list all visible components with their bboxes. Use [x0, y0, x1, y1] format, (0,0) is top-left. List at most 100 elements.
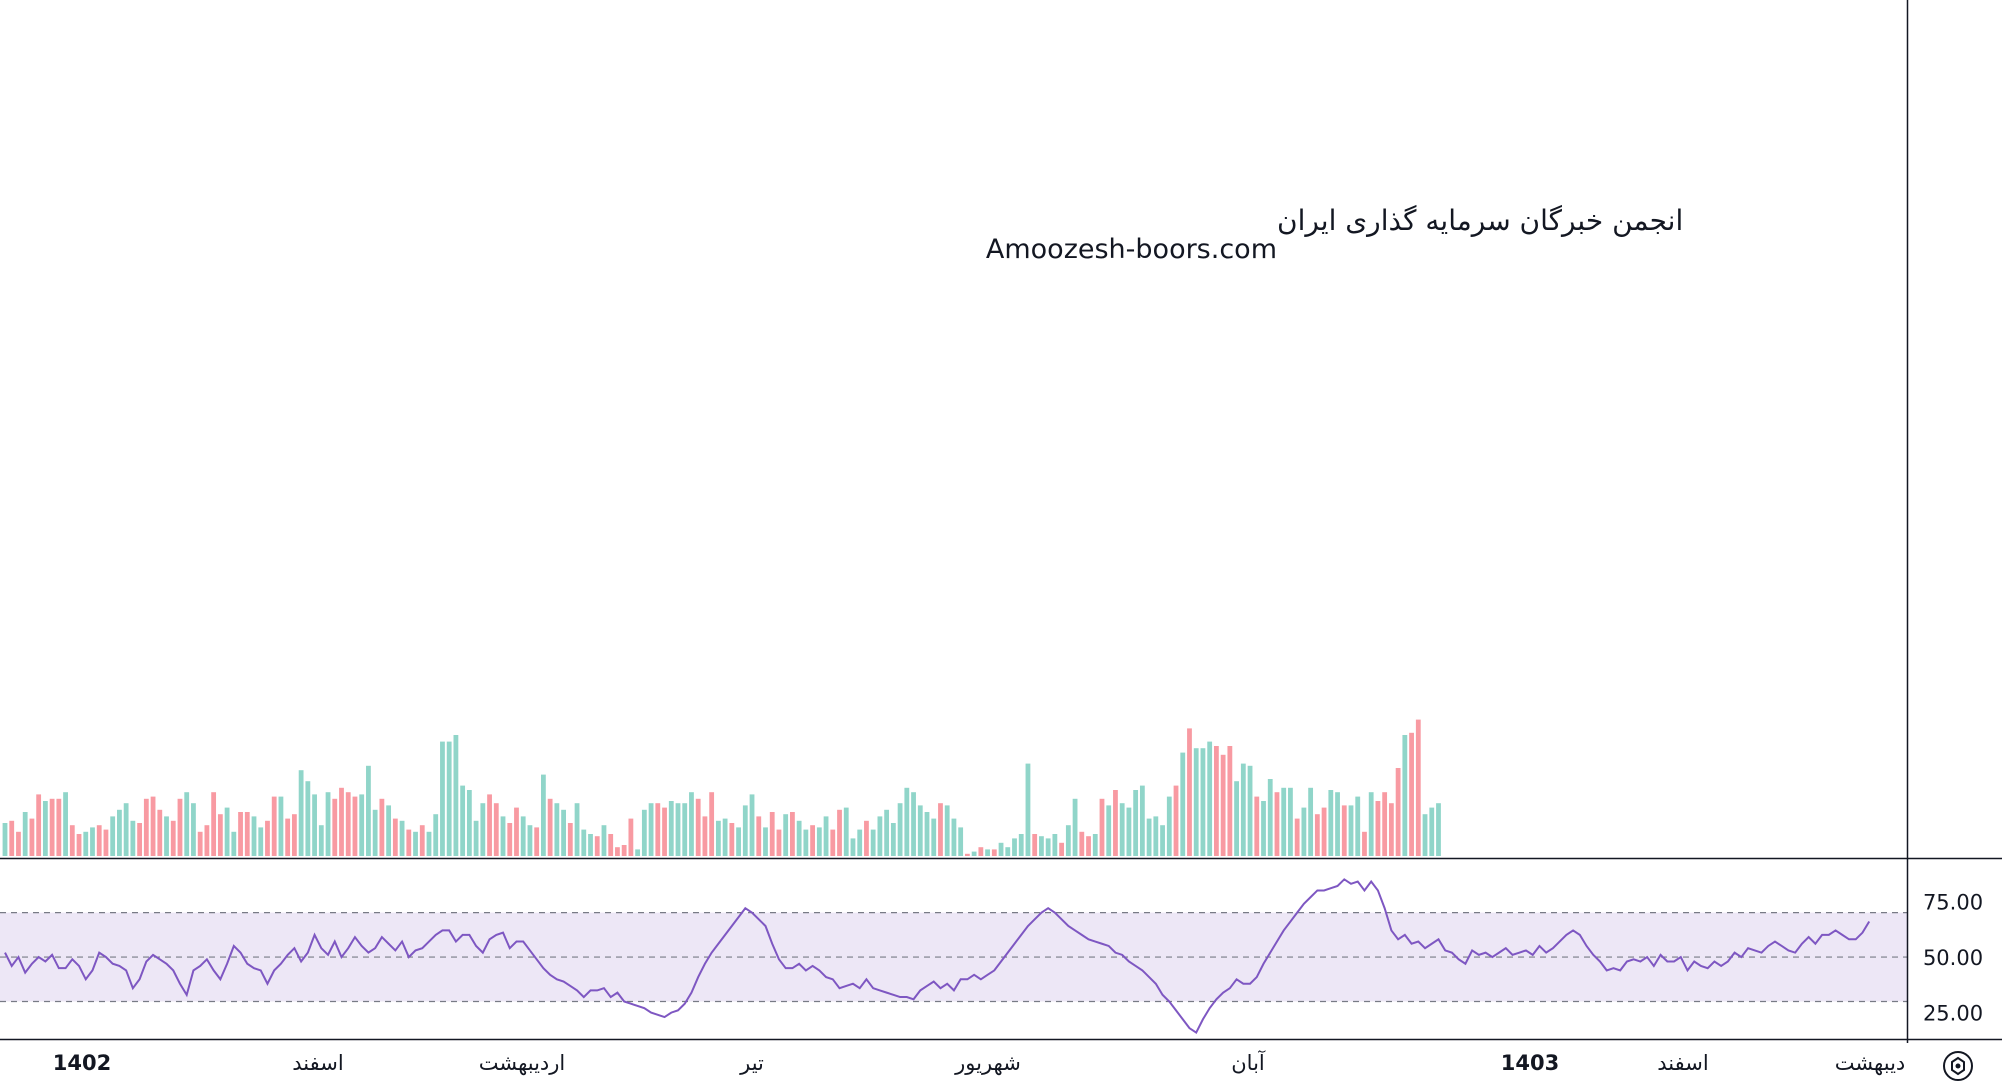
time-axis-label: دیبهشت: [1835, 1051, 1906, 1075]
volume-bar: [278, 796, 284, 856]
watermark-line-1: انجمن خبرگان سرمایه گذاری ایران: [1277, 204, 1683, 237]
volume-bar: [1281, 787, 1287, 856]
volume-bar: [325, 792, 331, 856]
volume-bar: [56, 798, 62, 856]
volume-bar: [1214, 746, 1219, 856]
volume-bar: [1436, 803, 1441, 856]
volume-bar: [803, 829, 809, 856]
volume-bar: [1072, 798, 1078, 856]
volume-bar: [911, 792, 916, 856]
volume-bar: [1254, 796, 1260, 856]
volume-bar: [1065, 825, 1071, 856]
volume-bar: [2, 823, 8, 856]
volume-bar: [1079, 831, 1085, 856]
volume-bar: [594, 836, 600, 856]
volume-bar: [507, 823, 513, 856]
volume-bar: [1362, 831, 1367, 856]
volume-bar: [1341, 805, 1347, 856]
volume-bar: [823, 816, 829, 856]
volume-bar: [224, 807, 230, 856]
volume-bar: [904, 787, 910, 856]
volume-bar: [298, 770, 304, 856]
volume-bar: [413, 831, 418, 856]
volume-bar: [466, 790, 472, 856]
volume-bar: [352, 796, 358, 856]
volume-bar: [204, 825, 210, 856]
volume-bar: [1261, 801, 1266, 856]
volume-bar: [177, 798, 183, 856]
volume-bar: [130, 820, 136, 856]
volume-bar: [897, 803, 903, 856]
volume-bar: [1005, 847, 1011, 856]
volume-bar: [884, 809, 890, 856]
volume-bar: [265, 820, 270, 856]
volume-bar: [69, 825, 75, 856]
volume-bar: [608, 834, 614, 856]
volume-bar: [1227, 746, 1233, 856]
volume-bar: [231, 831, 237, 856]
volume-bar: [103, 829, 109, 856]
volume-bar: [588, 834, 593, 856]
volume-bar: [29, 818, 35, 856]
volume-bar: [527, 825, 533, 856]
volume-bar: [332, 798, 338, 856]
volume-bar: [90, 827, 95, 856]
volume-bar: [197, 831, 203, 856]
volume-bar: [951, 818, 957, 856]
volume-bar: [453, 735, 459, 856]
time-axis-label: آبان: [1231, 1050, 1266, 1075]
volume-bar: [1240, 763, 1246, 856]
volume-bar: [238, 812, 243, 856]
volume-bar: [16, 831, 21, 856]
volume-bar: [339, 787, 344, 856]
volume-bar: [756, 816, 762, 856]
volume-bar: [1375, 801, 1381, 856]
volume-bar: [991, 849, 997, 856]
volume-bar: [635, 849, 641, 856]
volume-bar: [480, 803, 486, 856]
volume-bar: [386, 805, 392, 856]
volume-bar: [1166, 796, 1172, 856]
volume-bar: [682, 803, 688, 856]
volume-bar: [1355, 796, 1361, 856]
volume-bar: [366, 765, 371, 856]
volume-bar: [487, 794, 492, 856]
volume-bar: [117, 809, 122, 856]
volume-bar: [446, 741, 452, 856]
tradingview-logo-icon[interactable]: [1943, 1051, 1973, 1081]
volume-bar: [285, 818, 291, 856]
time-axis[interactable]: 1402 اسفند اردیبهشت تیر شهریور آبان 1403 اسفند د…: [53, 1050, 1906, 1075]
volume-bar: [251, 816, 257, 856]
volume-bar: [985, 849, 990, 856]
volume-bar: [399, 820, 405, 856]
volume-bar: [217, 814, 223, 856]
volume-bar: [191, 803, 196, 856]
volume-bar: [769, 812, 775, 856]
volume-bar: [1402, 735, 1408, 856]
volume-bar: [36, 794, 42, 856]
volume-bar: [534, 827, 540, 856]
volume-bar: [170, 820, 176, 856]
volume-bar: [1139, 785, 1145, 856]
volume-bar: [318, 825, 324, 856]
volume-bar: [964, 853, 970, 856]
volume-bar: [1160, 825, 1165, 856]
volume-bar: [63, 792, 68, 856]
volume-bar: [1018, 834, 1024, 856]
volume-bar: [1288, 787, 1293, 856]
volume-bar: [1409, 732, 1414, 856]
volume-bar: [783, 814, 789, 856]
volume-bar: [917, 805, 923, 856]
volume-bar: [857, 829, 863, 856]
volume-bar: [567, 823, 573, 856]
volume-bar: [22, 812, 28, 856]
volume-bar: [1368, 792, 1374, 856]
volume-bar: [1429, 807, 1435, 856]
volume-bar: [123, 803, 129, 856]
rsi-axis-ticks[interactable]: 75.00 50.00 25.00: [1923, 891, 1983, 1026]
volume-bar: [1045, 838, 1051, 856]
volume-bar: [864, 820, 869, 856]
volume-bar: [1388, 803, 1394, 856]
